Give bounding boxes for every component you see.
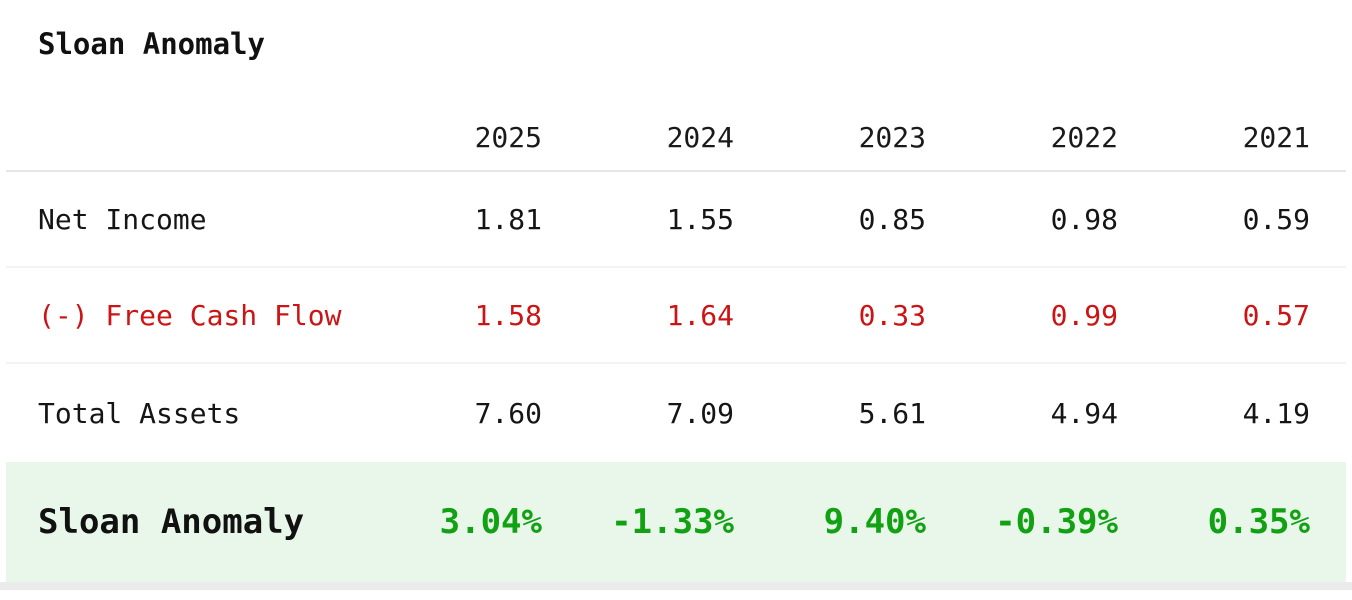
row-label: Sloan Anomaly (38, 502, 305, 542)
row-value: 4.94 (1050, 396, 1118, 430)
row-value: 1.81 (474, 202, 542, 236)
row-label: Total Assets (38, 396, 241, 430)
row-value: 0.35% (1207, 502, 1310, 542)
table-row: Net Income 1.81 1.55 0.85 0.98 0.59 (6, 172, 1346, 268)
row-value: 0.59 (1242, 202, 1310, 236)
row-value: 0.33 (858, 298, 926, 332)
row-value: 3.04% (439, 502, 542, 542)
row-value: 0.57 (1242, 298, 1310, 332)
row-label: (-) Free Cash Flow (38, 298, 342, 332)
row-value: -0.39% (995, 502, 1118, 542)
row-value: 7.60 (474, 396, 542, 430)
page-title: Sloan Anomaly (38, 27, 265, 61)
column-header-year: 2024 (666, 121, 734, 154)
row-label: Net Income (38, 202, 207, 236)
column-header-year: 2025 (474, 121, 542, 154)
row-value: 0.85 (858, 202, 926, 236)
row-value: 5.61 (858, 396, 926, 430)
row-value: -1.33% (611, 502, 734, 542)
row-value: 0.99 (1050, 298, 1118, 332)
table-row-highlight: Sloan Anomaly 3.04% -1.33% 9.40% -0.39% 0.35% (6, 462, 1346, 582)
column-header-year: 2022 (1050, 121, 1118, 154)
row-value: 4.19 (1242, 396, 1310, 430)
row-value: 1.55 (666, 202, 734, 236)
row-value: 1.64 (666, 298, 734, 332)
column-header-year: 2023 (858, 121, 926, 154)
row-value: 1.58 (474, 298, 542, 332)
row-value: 0.98 (1050, 202, 1118, 236)
table-header-row: 2025 2024 2023 2022 2021 (6, 61, 1346, 172)
sloan-anomaly-panel: Sloan Anomaly 2025 2024 2023 2022 2021 Net I… (6, 27, 1346, 582)
row-value: 9.40% (823, 502, 926, 542)
column-header-year: 2021 (1242, 121, 1310, 154)
table-row: Total Assets 7.60 7.09 5.61 4.94 4.19 (6, 364, 1346, 462)
table-row: (-) Free Cash Flow 1.58 1.64 0.33 0.99 0.57 (6, 268, 1346, 364)
sloan-anomaly-table: 2025 2024 2023 2022 2021 Net Income 1.81 1.55 0… (6, 61, 1346, 582)
row-value: 7.09 (666, 396, 734, 430)
bottom-divider-bar (0, 582, 1352, 590)
